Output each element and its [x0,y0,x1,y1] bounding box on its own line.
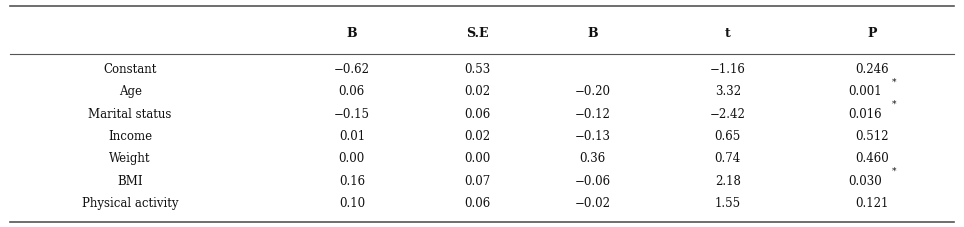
Text: S.E: S.E [466,26,489,39]
Text: Constant: Constant [103,63,157,76]
Text: *: * [892,100,896,109]
Text: *: * [892,166,896,175]
Text: *: * [892,77,896,86]
Text: 0.16: 0.16 [338,174,365,187]
Text: −0.13: −0.13 [575,129,611,143]
Text: 0.02: 0.02 [464,129,491,143]
Text: 0.06: 0.06 [338,85,365,98]
Text: 0.53: 0.53 [464,63,491,76]
Text: 0.016: 0.016 [848,107,881,120]
Text: 0.00: 0.00 [464,152,491,165]
Text: −0.06: −0.06 [575,174,611,187]
Text: B: B [587,26,599,39]
Text: 0.36: 0.36 [579,152,606,165]
Text: 0.07: 0.07 [464,174,491,187]
Text: Marital status: Marital status [89,107,172,120]
Text: 2.18: 2.18 [715,174,740,187]
Text: 0.460: 0.460 [855,152,890,165]
Text: −0.62: −0.62 [334,63,370,76]
Text: 0.10: 0.10 [338,196,365,209]
Text: 0.01: 0.01 [338,129,365,143]
Text: Income: Income [108,129,152,143]
Text: Weight: Weight [109,152,151,165]
Text: 0.06: 0.06 [464,107,491,120]
Text: −0.15: −0.15 [334,107,370,120]
Text: −0.20: −0.20 [575,85,611,98]
Text: B: B [346,26,358,39]
Text: 0.246: 0.246 [856,63,889,76]
Text: BMI: BMI [118,174,143,187]
Text: 0.06: 0.06 [464,196,491,209]
Text: −0.02: −0.02 [575,196,611,209]
Text: 0.74: 0.74 [714,152,741,165]
Text: 0.02: 0.02 [464,85,491,98]
Text: −0.12: −0.12 [575,107,611,120]
Text: −2.42: −2.42 [710,107,746,120]
Text: 1.55: 1.55 [714,196,741,209]
Text: t: t [725,26,731,39]
Text: 3.32: 3.32 [714,85,741,98]
Text: 0.00: 0.00 [338,152,365,165]
Text: 0.001: 0.001 [848,85,881,98]
Text: 0.030: 0.030 [847,174,882,187]
Text: Age: Age [119,85,142,98]
Text: 0.121: 0.121 [856,196,889,209]
Text: −1.16: −1.16 [710,63,746,76]
Text: 0.512: 0.512 [856,129,889,143]
Text: P: P [868,26,877,39]
Text: 0.65: 0.65 [714,129,741,143]
Text: Physical activity: Physical activity [82,196,178,209]
